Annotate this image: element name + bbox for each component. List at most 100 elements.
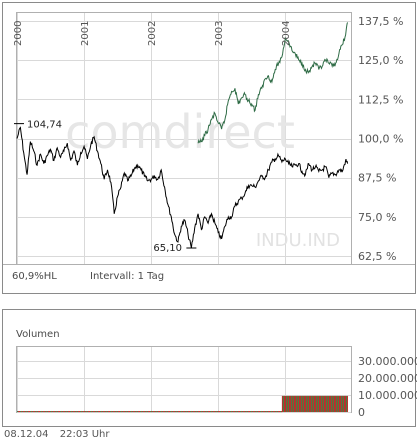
volume-bar (95, 411, 96, 413)
volume-bar (227, 411, 228, 413)
volume-bar (313, 395, 315, 412)
volume-bar (100, 411, 101, 413)
volume-bar (269, 411, 270, 413)
volume-bar (183, 411, 184, 413)
volume-bar (254, 411, 255, 413)
volume-bar (22, 411, 23, 413)
volume-bar (341, 395, 343, 412)
x-tick-label: 2003 (214, 21, 225, 46)
annotation-label: 65,10 (153, 243, 182, 254)
volume-bar (38, 411, 39, 413)
series-layer (16, 22, 349, 249)
volume-bar (335, 395, 337, 412)
volume-bar (253, 411, 254, 413)
volume-bar (232, 411, 233, 413)
volume-bar (175, 411, 176, 413)
volume-bar (163, 411, 164, 413)
volume-bar (292, 395, 294, 412)
volume-bar (156, 411, 157, 413)
volume-bar (261, 411, 262, 413)
volume-bar (340, 395, 342, 412)
volume-bar (259, 411, 260, 413)
volume-title: Volumen (16, 329, 60, 340)
volume-bar (266, 411, 267, 413)
volume-y-tick-label: 0 (358, 406, 365, 419)
volume-bar (309, 395, 311, 412)
volume-bar (255, 411, 256, 413)
volume-bar (180, 411, 181, 413)
volume-bar (226, 411, 227, 413)
volume-bar (51, 411, 52, 413)
volume-bar (39, 411, 40, 413)
watermark-brand: comdirect (65, 105, 295, 159)
volume-bar (215, 411, 216, 413)
volume-bar (90, 411, 91, 413)
volume-bar (257, 411, 258, 413)
volume-bar (258, 411, 259, 413)
y-tick-label: 112,5 % (358, 93, 403, 106)
volume-bar (110, 411, 111, 413)
volume-bar (202, 411, 203, 413)
volume-bar (174, 411, 175, 413)
volume-bar (191, 411, 192, 413)
volume-bar (283, 395, 285, 412)
volume-bar (272, 411, 273, 413)
volume-bar (209, 411, 210, 413)
volume-bar (137, 411, 138, 413)
volume-bar (33, 411, 34, 413)
volume-bar (147, 411, 148, 413)
volume-bar (81, 411, 82, 413)
volume-bar (83, 411, 84, 413)
volume-bar (17, 411, 18, 413)
volume-bar (135, 411, 136, 413)
annotation-label: 104,74 (27, 120, 62, 131)
volume-bar (212, 411, 213, 413)
volume-bar (200, 411, 201, 413)
volume-bar (219, 411, 220, 413)
volume-bar (142, 411, 143, 413)
volume-bar (72, 411, 73, 413)
volume-bar (160, 411, 161, 413)
volume-bar (186, 411, 187, 413)
volume-bar (55, 411, 56, 413)
volume-bar (189, 411, 190, 413)
volume-bar (26, 411, 27, 413)
footer-time: 22:03 Uhr (59, 429, 110, 440)
volume-bar (153, 411, 154, 413)
volume-bar (173, 411, 174, 413)
volume-bar (124, 411, 125, 413)
volume-bar (207, 411, 208, 413)
volume-bar (250, 411, 251, 413)
y-tick-label: 137,5 % (358, 15, 403, 28)
volume-bar (170, 411, 171, 413)
volume-bar (43, 411, 44, 413)
volume-bar (123, 411, 124, 413)
series-line-1 (197, 22, 349, 144)
volume-bar (146, 411, 147, 413)
volume-bar (42, 411, 43, 413)
volume-bar (244, 411, 245, 413)
volume-bar (337, 395, 339, 412)
volume-bar (41, 411, 42, 413)
volume-bar (114, 411, 115, 413)
volume-bar (154, 411, 155, 413)
volume-bar (223, 411, 224, 413)
volume-bar (252, 411, 253, 413)
volume-bar (222, 411, 223, 413)
volume-bar (187, 411, 188, 413)
volume-bar (210, 411, 211, 413)
volume-bar (25, 411, 26, 413)
volume-y-tick-layer: 30.000.000 20.000.000 10.000.000 0 (358, 355, 417, 419)
volume-bar (49, 411, 50, 413)
y-tick-label: 100,0 % (358, 133, 403, 146)
volume-bar (208, 411, 209, 413)
volume-bar (345, 395, 347, 412)
volume-bar (92, 411, 93, 413)
volume-bar (342, 395, 344, 412)
volume-bar (329, 395, 331, 412)
volume-bar (260, 411, 261, 413)
volume-bar (346, 395, 348, 412)
volume-bar (263, 411, 264, 413)
volume-bar (179, 411, 180, 413)
volume-bar (214, 411, 215, 413)
